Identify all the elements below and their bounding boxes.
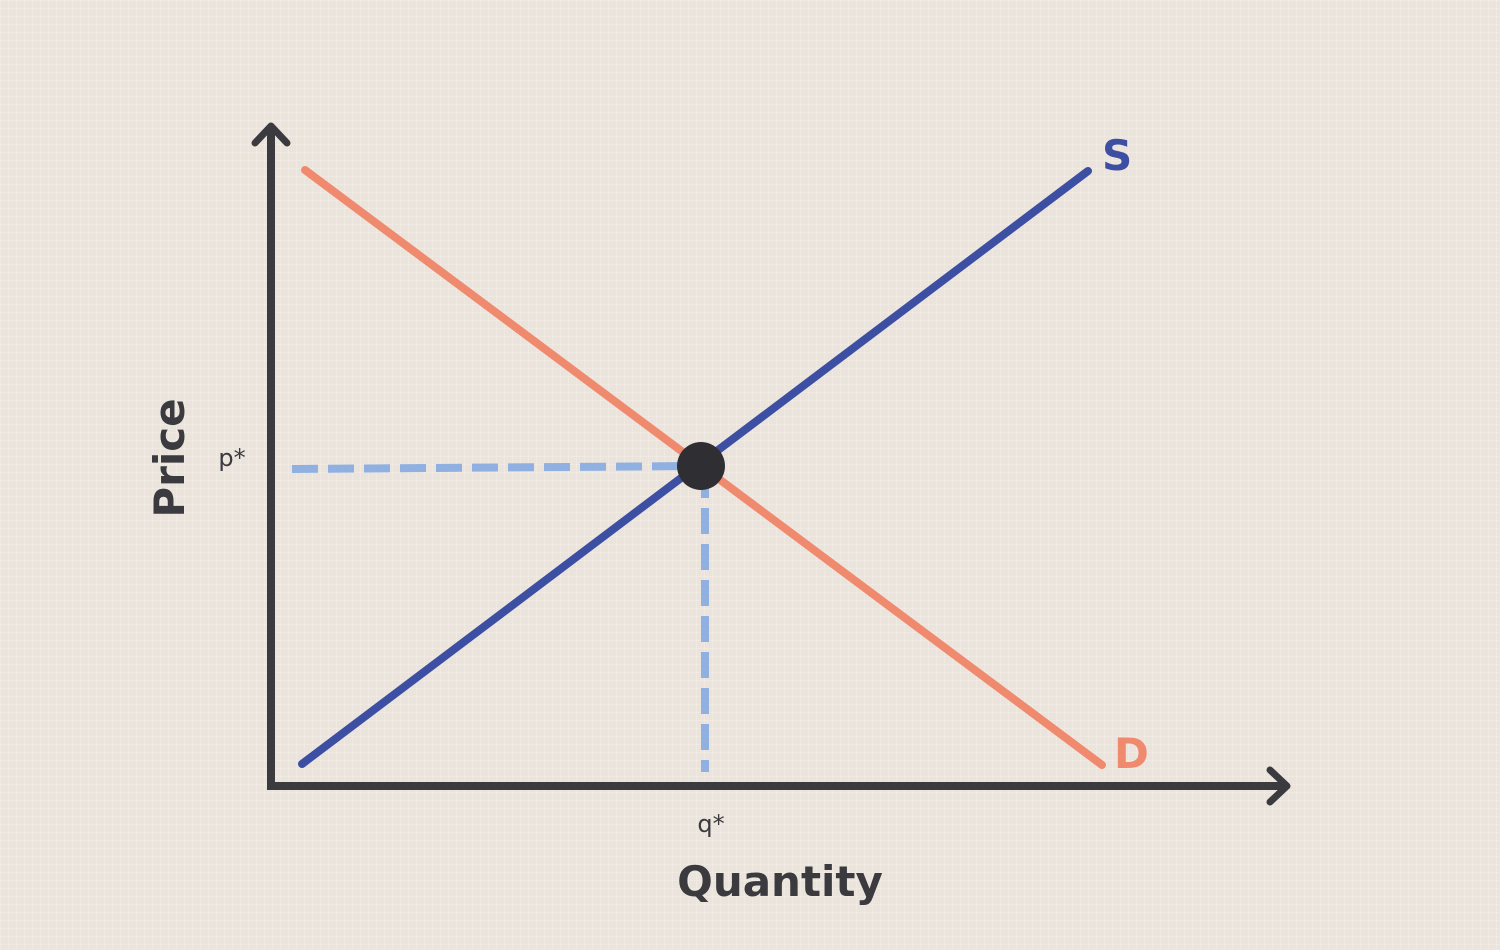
price-guide-line <box>291 462 703 473</box>
supply-curve-label: S <box>1102 131 1132 180</box>
equilibrium-price-label: p* <box>218 444 245 472</box>
equilibrium-quantity-label: q* <box>697 810 724 838</box>
demand-curve-label: D <box>1114 729 1149 778</box>
x-axis-title: Quantity <box>677 857 883 906</box>
x-axis-arrowhead <box>1266 766 1291 806</box>
y-axis-title: Price <box>145 398 194 517</box>
y-axis-arrowhead <box>251 122 291 147</box>
equilibrium-point <box>677 442 725 490</box>
